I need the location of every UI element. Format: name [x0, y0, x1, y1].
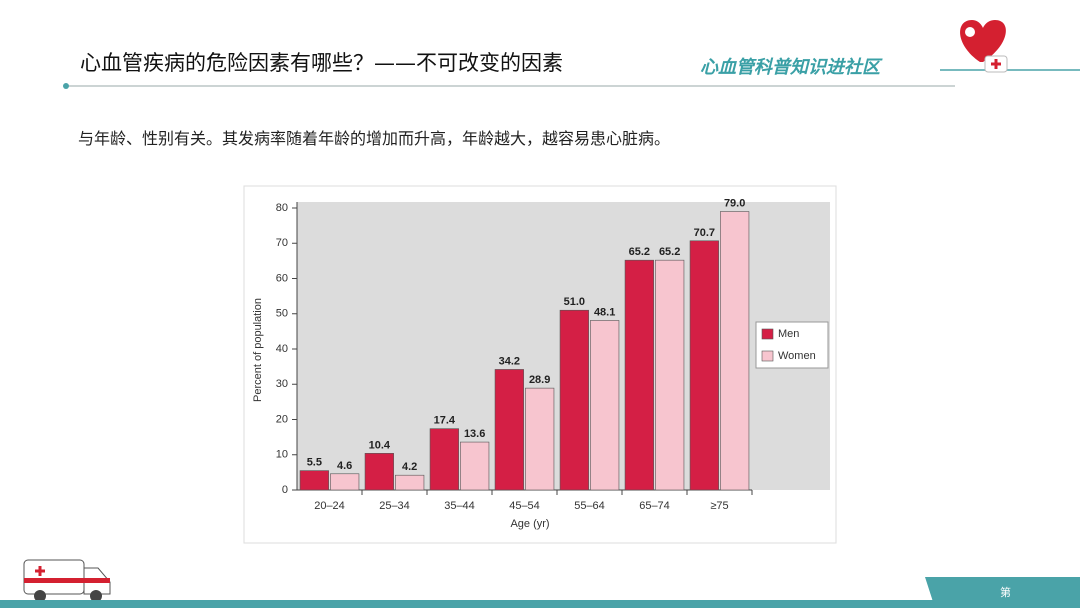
- heart-icon: [960, 20, 1008, 73]
- bar: [624, 259, 654, 491]
- bar: [494, 369, 524, 491]
- bar: [364, 453, 394, 491]
- legend-swatch: [761, 350, 774, 362]
- value-label: 34.2: [499, 355, 520, 367]
- footer-tab: [925, 577, 1080, 608]
- value-label: 13.6: [464, 428, 485, 440]
- x-tick-label: 35–44: [444, 500, 475, 512]
- x-tick-label: ≥75: [710, 500, 728, 512]
- bar: [395, 474, 425, 491]
- value-label: 65.2: [659, 246, 680, 258]
- y-tick-label: 0: [282, 484, 288, 496]
- y-axis-label: Percent of population: [252, 298, 264, 402]
- y-tick-label: 20: [276, 413, 288, 425]
- bar: [655, 259, 685, 491]
- value-label: 10.4: [369, 439, 391, 451]
- legend-label: Men: [778, 328, 799, 340]
- ambulance: [23, 559, 111, 602]
- rule-dot: [63, 83, 69, 89]
- banner: 心血管科普知识进社区: [700, 57, 883, 78]
- bar: [299, 470, 329, 491]
- x-tick-label: 65–74: [639, 500, 670, 512]
- y-tick-label: 60: [276, 272, 288, 284]
- legend-swatch: [761, 328, 774, 340]
- value-label: 79.0: [724, 198, 745, 210]
- x-tick-label: 20–24: [314, 500, 345, 512]
- bar: [460, 441, 490, 491]
- x-axis-label: Age (yr): [510, 518, 549, 530]
- value-label: 65.2: [629, 246, 650, 258]
- value-label: 28.9: [529, 374, 550, 386]
- y-tick-label: 10: [276, 449, 288, 461]
- bar: [720, 211, 750, 491]
- x-tick-label: 25–34: [379, 500, 410, 512]
- y-tick-label: 50: [276, 308, 288, 320]
- bar: [689, 240, 719, 491]
- bar: [590, 320, 620, 491]
- y-tick-label: 80: [276, 202, 288, 214]
- y-tick-label: 70: [276, 237, 288, 249]
- value-label: 48.1: [594, 306, 615, 318]
- legend-label: Women: [778, 350, 816, 362]
- value-label: 5.5: [307, 457, 322, 469]
- value-label: 70.7: [694, 227, 715, 239]
- x-tick-label: 55–64: [574, 500, 605, 512]
- y-tick-label: 40: [276, 343, 288, 355]
- slide-title: 心血管疾病的危险因素有哪些？——不可改变的因素: [80, 51, 563, 75]
- value-label: 51.0: [564, 296, 585, 308]
- value-label: 4.6: [337, 460, 352, 472]
- y-tick-label: 30: [276, 378, 288, 390]
- x-tick-label: 45–54: [509, 500, 540, 512]
- bar: [330, 473, 360, 491]
- bar: [559, 309, 589, 491]
- body-text: 与年龄、性别有关。其发病率随着年龄的增加而升高，年龄越大，越容易患心脏病。: [78, 129, 670, 148]
- value-label: 17.4: [434, 415, 456, 427]
- bar: [429, 428, 459, 491]
- bar: [525, 387, 555, 491]
- footer-band: [0, 600, 1080, 608]
- value-label: 4.2: [402, 461, 417, 473]
- page-label: 第: [1000, 585, 1011, 599]
